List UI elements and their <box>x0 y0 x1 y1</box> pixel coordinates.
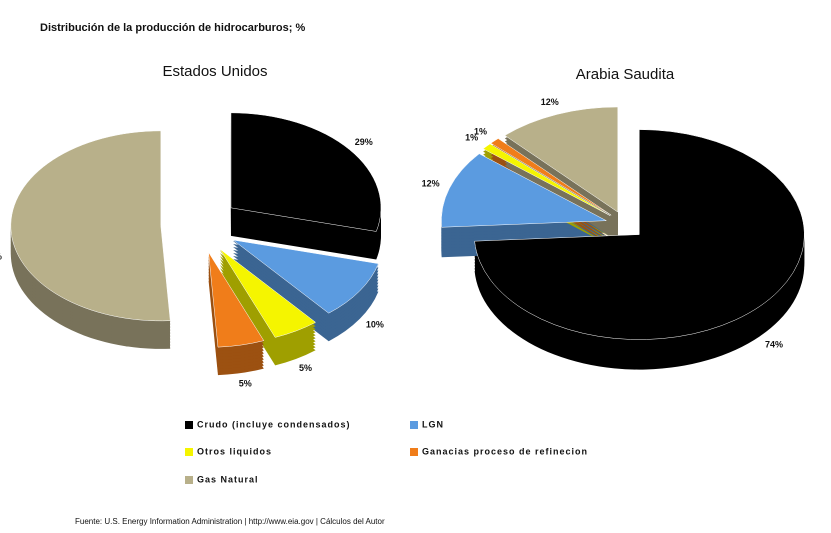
legend-swatch <box>185 476 193 484</box>
legend-swatch <box>185 448 193 456</box>
chart-title: Distribución de la producción de hidroca… <box>40 22 305 34</box>
slice <box>219 248 317 338</box>
slice <box>441 153 608 228</box>
legend-label: Ganacias proceso de refinecion <box>422 446 588 456</box>
legend-swatch <box>410 421 418 429</box>
data-label: 29% <box>355 137 373 147</box>
legend: Crudo (incluye condensados) LGN Otros liqu… <box>185 419 588 484</box>
pie-title: Estados Unidos <box>162 63 267 80</box>
legend-label: Crudo (incluye condensados) <box>197 419 351 429</box>
data-label: 1% <box>474 126 487 136</box>
pie-title: Arabia Saudita <box>576 66 675 83</box>
slice <box>232 239 379 314</box>
slice <box>474 129 805 340</box>
data-label: 10% <box>366 319 384 329</box>
slice <box>208 252 265 348</box>
data-label: 12% <box>541 97 559 107</box>
data-label: 74% <box>765 339 783 349</box>
legend-label: Gas Natural <box>197 474 259 484</box>
pies: Estados Unidos 29% 10% 5% 5% 51% Arabia Saudit… <box>0 63 805 389</box>
slice <box>490 138 612 216</box>
data-label: 51% <box>0 252 2 262</box>
slice <box>482 143 611 216</box>
legend-label: LGN <box>422 419 444 429</box>
legend-swatch <box>410 448 418 456</box>
legend-swatch <box>185 421 193 429</box>
data-label: 12% <box>422 179 440 189</box>
slice <box>10 130 171 322</box>
data-label: 1% <box>465 132 478 142</box>
slice <box>504 106 619 213</box>
source: Fuente: U.S. Energy Information Administ… <box>75 517 385 526</box>
legend-label: Otros liquidos <box>197 446 272 456</box>
data-label: 5% <box>239 379 252 389</box>
slice <box>230 112 382 232</box>
data-label: 5% <box>299 363 312 373</box>
